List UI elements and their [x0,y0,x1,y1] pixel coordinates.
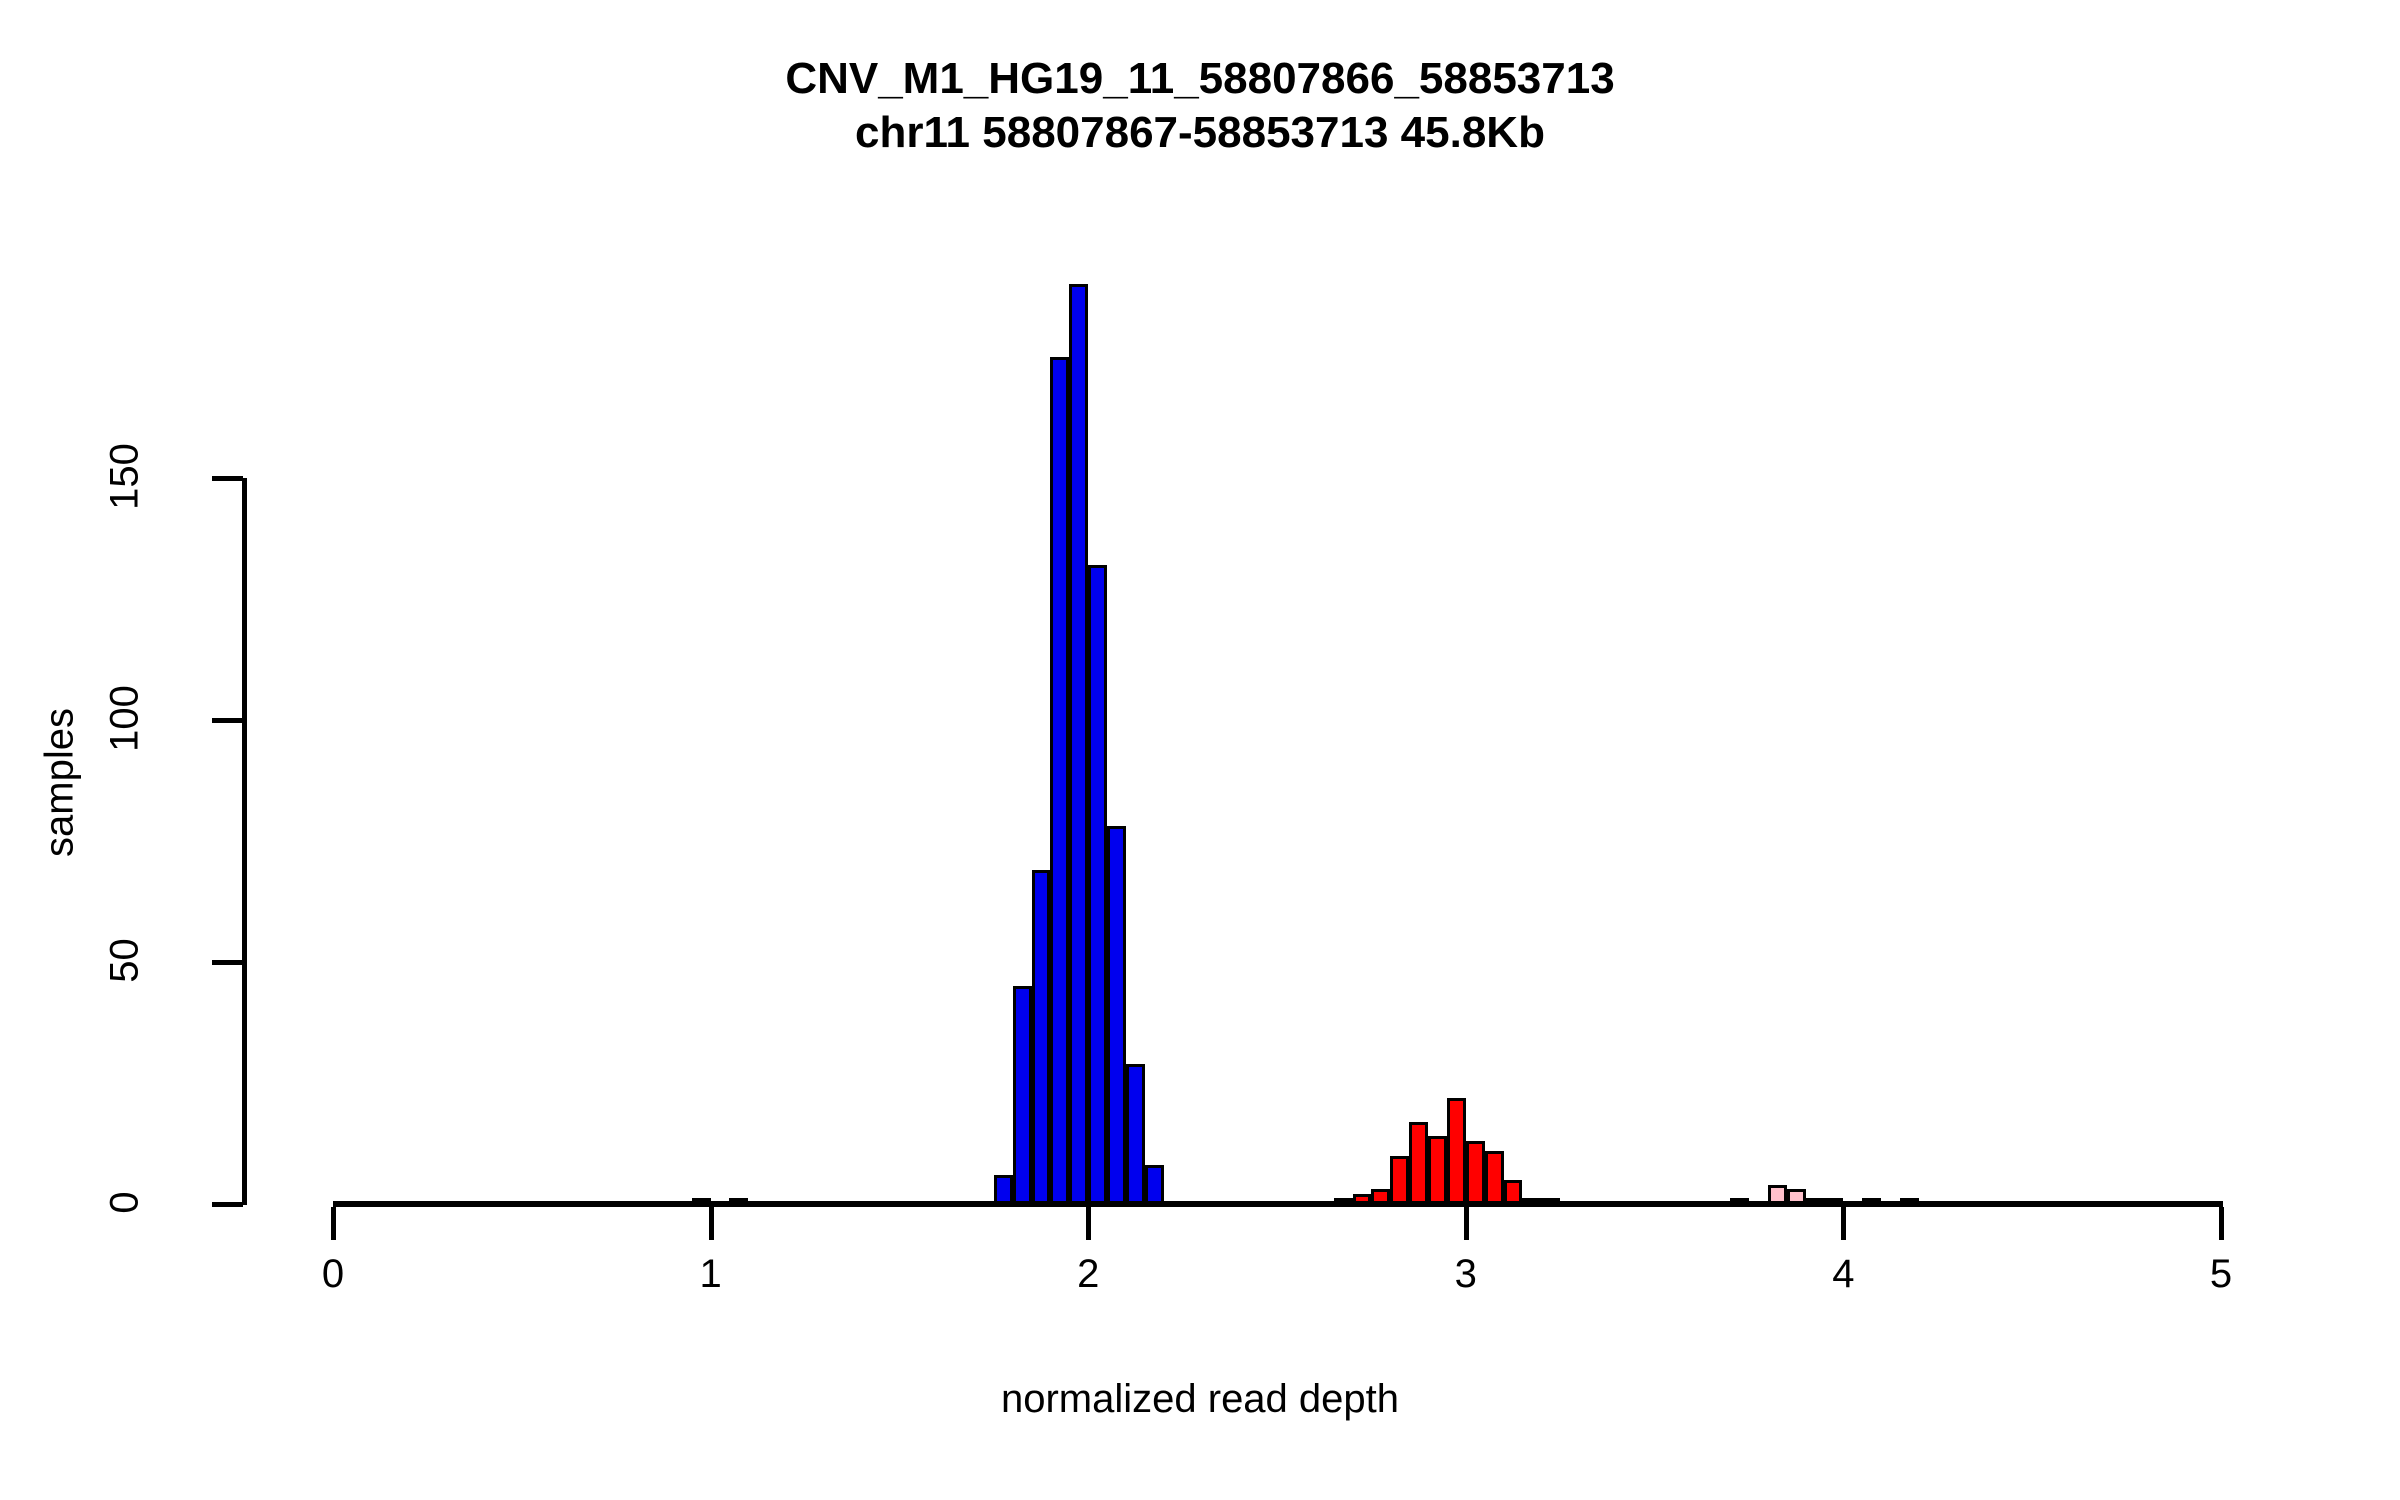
histogram-bar [1107,826,1126,1204]
histogram-bar [1012,986,1032,1204]
x-tick-mark [2219,1207,2224,1240]
x-tick-mark [331,1207,336,1240]
x-tick-label: 1 [699,1252,722,1296]
x-tick-mark [708,1207,714,1240]
histogram-bar [1522,1198,1542,1204]
histogram-bar [1428,1136,1447,1204]
x-tick-mark [1841,1207,1847,1240]
histogram-bar [1390,1155,1410,1204]
histogram-bar [1503,1179,1523,1204]
x-tick-mark [1463,1207,1469,1240]
histogram-bar [1862,1198,1882,1204]
y-tick-mark [212,476,243,481]
histogram-bar [1805,1198,1825,1204]
y-tick-mark [212,960,243,965]
histogram-bar [691,1198,711,1204]
histogram-bar [1824,1198,1844,1204]
histogram-bar [1900,1198,1919,1204]
y-tick-mark [212,718,243,723]
histogram-bar [729,1198,749,1204]
histogram-bar [1144,1165,1164,1204]
histogram-bar [993,1174,1013,1204]
histogram-bar [1409,1121,1429,1204]
histogram-bar [1484,1150,1504,1204]
histogram-bar [1352,1194,1372,1204]
x-tick-label: 3 [1454,1252,1477,1296]
histogram-bar [1371,1189,1391,1204]
histogram-bar [1088,565,1108,1204]
histogram-bar [1730,1198,1749,1204]
x-tick-mark [1086,1207,1092,1240]
histogram-bar [1446,1097,1466,1204]
histogram-bar [1069,284,1089,1204]
histogram-bar [1333,1198,1353,1204]
histogram-bar [1050,357,1070,1204]
x-tick-label: 5 [2209,1252,2233,1296]
histogram-bar [1767,1184,1787,1204]
histogram-bar [1541,1198,1561,1204]
histogram-bar [1465,1141,1485,1204]
x-tick-label: 0 [321,1252,345,1296]
histogram-bar [1031,870,1051,1204]
histogram-bar [1786,1189,1806,1204]
x-axis-title: normalized read depth [1000,1377,1400,1421]
x-tick-label: 4 [1832,1252,1855,1296]
x-tick-label: 2 [1077,1252,1100,1296]
x-axis-line [333,1201,2223,1207]
y-tick-mark [212,1202,243,1207]
histogram-bar [1125,1063,1145,1204]
y-axis-line [242,478,247,1205]
